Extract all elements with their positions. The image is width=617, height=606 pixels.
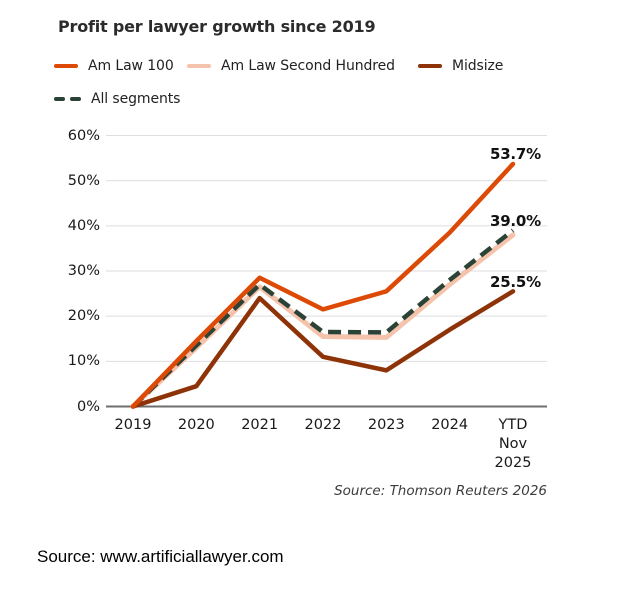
legend-item-all-segments: All segments: [54, 90, 180, 108]
series-line-am-law-second-hundred: [130, 232, 516, 409]
x-tick-label-2019: 2019: [114, 417, 152, 433]
end-value-label-am-law-100: 53.7%: [489, 145, 541, 164]
legend-swatch-am-law-100: [54, 63, 78, 69]
legend-swatch-all-segments: [54, 96, 81, 102]
y-tick-label-60: 60%: [67, 127, 100, 144]
y-tick-label-50: 50%: [67, 172, 100, 189]
legend-label: Am Law 100: [88, 58, 174, 74]
x-tick-label-ytd-nov-2025: YTD Nov 2025: [494, 417, 532, 471]
x-tick-label-2024: 2024: [431, 417, 469, 433]
series-line-midsize: [130, 289, 516, 409]
legend-item-midsize: Midsize: [418, 57, 503, 75]
y-tick-label-10: 10%: [67, 353, 100, 370]
x-tick-label-2020: 2020: [177, 417, 215, 433]
x-tick-label-2022: 2022: [304, 417, 342, 433]
y-tick-label-20: 20%: [67, 308, 100, 325]
end-value-label-all-segments: 39.0%: [489, 211, 541, 230]
y-tick-label-40: 40%: [67, 217, 100, 234]
legend-swatch-am-law-second-hundred: [187, 63, 211, 69]
series-line-all-segments: [131, 228, 515, 409]
footer-source: Source: www.artificiallawyer.com: [37, 547, 284, 566]
x-tick-label-2021: 2021: [241, 417, 279, 433]
x-tick-label-2023: 2023: [367, 417, 405, 433]
y-tick-label-30: 30%: [67, 263, 100, 279]
end-value-label-midsize: 25.5%: [489, 272, 541, 291]
chart-title: Profit per lawyer growth since 2019: [58, 17, 376, 36]
legend-label: All segments: [91, 91, 181, 107]
legend-label: Midsize: [452, 58, 504, 74]
legend-label: Am Law Second Hundred: [221, 58, 395, 74]
legend-swatch-midsize: [418, 63, 442, 69]
legend-item-am-law-second-hundred: Am Law Second Hundred: [187, 57, 395, 75]
y-tick-label-0: 0%: [76, 398, 100, 415]
legend-item-am-law-100: Am Law 100: [54, 57, 174, 75]
source-note: Source: Thomson Reuters 2026: [334, 483, 547, 499]
